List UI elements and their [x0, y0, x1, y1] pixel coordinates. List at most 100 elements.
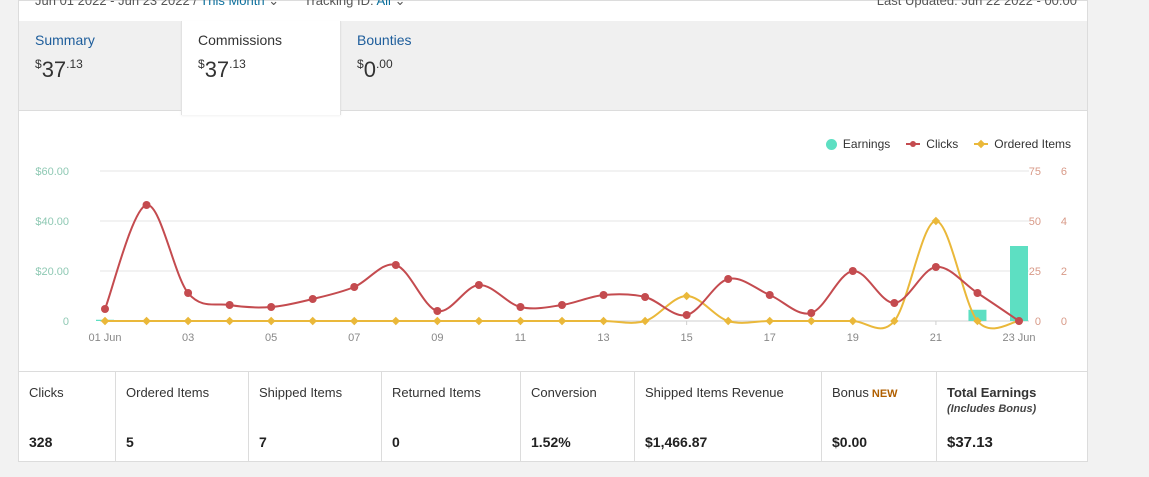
last-updated-text: Last Updated: Jun 22 2022 - 00:00: [876, 0, 1077, 8]
ordered-items-point: [391, 316, 401, 326]
tracking-id-label: Tracking ID:: [304, 0, 374, 8]
stat-ordered-items: Ordered Items 5: [116, 372, 249, 462]
x-tick-label: 07: [348, 332, 360, 344]
x-tick-label: 15: [681, 332, 693, 344]
amount-main: 0: [363, 57, 376, 82]
report-filter-bar: Jun 01 2022 - Jun 23 2022 / This Month ⌄…: [19, 0, 1087, 21]
amount-cents: .13: [66, 57, 83, 71]
clicks-line: [104, 204, 1020, 322]
stat-label: Bonus NEW: [832, 385, 926, 400]
earnings-tabs: Summary $37.13 Commissions $37.13 Bounti…: [19, 21, 1087, 115]
stats-bar: Clicks 328 Ordered Items 5 Shipped Items…: [19, 371, 1087, 462]
date-range-selector[interactable]: Jun 01 2022 - Jun 23 2022 / This Month ⌄: [35, 0, 279, 9]
clicks-point: [599, 291, 608, 299]
earnings-report-panel: Jun 01 2022 - Jun 23 2022 / This Month ⌄…: [18, 0, 1088, 462]
stat-label: Total Earnings: [947, 385, 1037, 400]
earnings-bar: [968, 309, 987, 321]
ordered-items-point: [931, 216, 941, 226]
stat-shipped-revenue: Shipped Items Revenue $1,466.87: [635, 372, 822, 462]
clicks-point: [724, 275, 733, 283]
x-tick-label: 01 Jun: [88, 332, 121, 344]
clicks-point: [308, 295, 317, 303]
clicks-legend-marker: [906, 141, 921, 147]
stat-value: 0: [392, 434, 400, 450]
stat-value: $0.00: [832, 434, 868, 450]
summary-amount: $37.13: [35, 57, 165, 83]
amount-cents: .00: [375, 57, 393, 71]
clicks-point: [1015, 317, 1023, 325]
y-tick-label-items: 6: [1061, 166, 1067, 178]
stat-sub-label: (Includes Bonus): [947, 403, 1037, 415]
y-tick-label-earnings: $20.00: [35, 266, 69, 278]
legend-clicks-label: Clicks: [926, 137, 959, 151]
earnings-bar: [1010, 246, 1028, 321]
amount-main: 37: [41, 57, 67, 82]
y-tick-label-items: 0: [1061, 316, 1067, 328]
x-tick-label: 17: [764, 332, 776, 344]
stat-value: 328: [29, 434, 53, 450]
x-tick-label: 03: [182, 332, 194, 344]
clicks-point: [931, 263, 940, 271]
stat-shipped-items: Shipped Items 7: [249, 372, 382, 462]
ordered-items-point: [557, 316, 567, 326]
clicks-point: [350, 283, 359, 291]
stat-label: Ordered Items: [126, 385, 210, 400]
stat-label: Conversion: [531, 385, 597, 400]
stat-value: $37.13: [947, 434, 993, 451]
ordered-items-point: [599, 316, 608, 326]
clicks-point: [433, 307, 442, 315]
clicks-point: [142, 201, 151, 209]
clicks-point: [516, 303, 525, 311]
tab-summary-label: Summary: [35, 32, 95, 48]
clicks-point: [558, 301, 566, 309]
clicks-point: [973, 289, 982, 297]
x-tick-label: 23 Jun: [1002, 332, 1035, 344]
tab-bounties[interactable]: Bounties $0.00: [341, 21, 501, 111]
currency-symbol: $: [35, 57, 42, 71]
legend-earnings[interactable]: Earnings: [825, 137, 890, 151]
ordered-items-point: [474, 316, 484, 326]
earnings-legend-marker: [825, 138, 837, 150]
date-range-text: Jun 01 2022 - Jun 23 2022 /: [35, 0, 197, 8]
stat-value: 5: [126, 434, 134, 450]
stat-bonus: Bonus NEW $0.00: [822, 372, 937, 462]
ordered-items-point: [433, 316, 442, 326]
ordered-items-point: [266, 316, 276, 326]
new-badge: NEW: [871, 388, 898, 400]
period-dropdown[interactable]: This Month: [200, 0, 265, 8]
ordered-items-point: [848, 316, 858, 326]
bonus-label: Bonus: [832, 385, 869, 400]
tab-commissions[interactable]: Commissions $37.13: [181, 21, 341, 115]
amount-cents: .13: [229, 57, 246, 71]
y-tick-label-items: 2: [1061, 266, 1067, 278]
legend-ordered-label: Ordered Items: [994, 137, 1071, 151]
ordered-items-point: [516, 316, 525, 326]
ordered-items-point: [225, 316, 234, 326]
tab-summary[interactable]: Summary $37.13: [19, 21, 181, 111]
legend-clicks[interactable]: Clicks: [906, 137, 958, 151]
tracking-id-value[interactable]: All: [376, 0, 391, 8]
legend-ordered-items[interactable]: Ordered Items: [974, 137, 1071, 151]
clicks-point: [391, 261, 400, 269]
clicks-point: [184, 289, 193, 297]
commissions-amount: $37.13: [198, 57, 324, 83]
tracking-id-selector[interactable]: Tracking ID: All ⌄: [304, 0, 405, 9]
clicks-point: [848, 267, 857, 275]
stat-label: Clicks: [29, 385, 64, 400]
ordered-items-point: [350, 316, 359, 326]
y-tick-label-clicks: 75: [1029, 166, 1041, 178]
ordered-items-point: [973, 316, 982, 326]
earnings-chart: Earnings Clicks Ordered Items $60.00 75 6 $…: [19, 111, 1087, 371]
y-tick-label-earnings: $60.00: [35, 166, 69, 178]
x-tick-label: 11: [515, 332, 526, 344]
stat-returned-items: Returned Items 0: [382, 372, 521, 462]
x-tick-label: 21: [930, 332, 942, 344]
ordered-items-point: [308, 316, 317, 326]
stat-value: $1,466.87: [645, 434, 708, 450]
stat-label: Shipped Items Revenue: [645, 385, 784, 400]
ordered-items-point: [142, 316, 151, 326]
x-tick-label: 13: [597, 332, 609, 344]
x-tick-label: 19: [847, 332, 859, 344]
stat-value: 7: [259, 434, 267, 450]
ordered-items-point: [100, 316, 110, 326]
